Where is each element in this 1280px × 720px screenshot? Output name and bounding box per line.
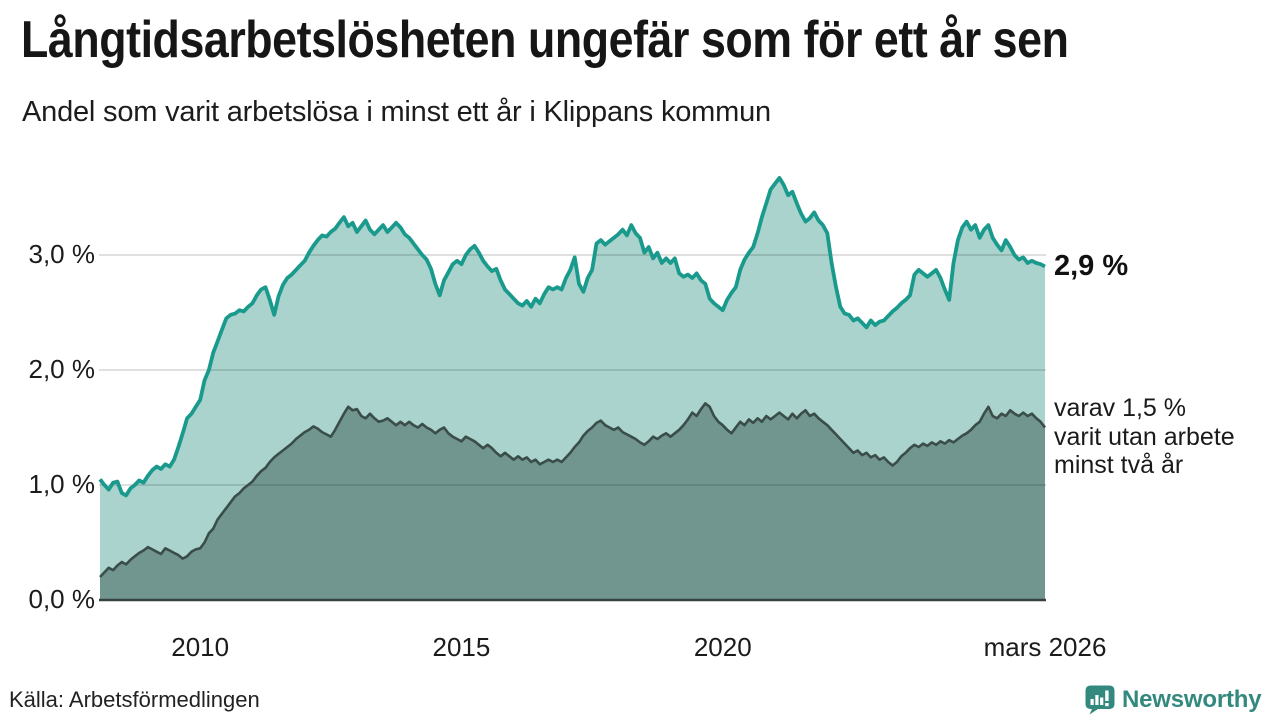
page-title: Långtidsarbetslösheten ungefär som för e… <box>21 11 1069 69</box>
gridlines <box>99 254 1046 486</box>
end-value-label-total: 2,9 % <box>1054 250 1129 282</box>
page-subtitle: Andel som varit arbetslösa i minst ett å… <box>22 96 771 128</box>
source-note: Källa: Arbetsförmedlingen <box>9 687 260 712</box>
annotation-line: varit utan arbete <box>1054 422 1235 451</box>
annotation-line: varav 1,5 % <box>1054 394 1187 422</box>
annotation-line: minst två år <box>1054 451 1184 479</box>
end-value-label-two-years: varav 1,5 % varit utan arbete minst två … <box>1054 394 1235 480</box>
x-tick-label: 2010 <box>171 632 230 662</box>
series-two-years-area <box>100 403 1045 600</box>
x-tick-label: mars 2026 <box>983 632 1107 662</box>
y-tick-label: 1,0 % <box>28 468 96 499</box>
x-tick-label: 2020 <box>693 632 752 662</box>
y-tick-label: 0,0 % <box>28 583 96 614</box>
series-two-years-line <box>99 402 1047 578</box>
newsworthy-wordmark: Newsworthy <box>1122 686 1262 713</box>
y-tick-label: 2,0 % <box>28 353 96 384</box>
newsworthy-chart-bubble-icon <box>1085 685 1115 715</box>
newsworthy-logo: Newsworthy <box>1085 684 1262 716</box>
x-tick-label: 2015 <box>432 632 491 662</box>
y-tick-label: 3,0 % <box>28 238 96 269</box>
series-total-line <box>98 176 1046 498</box>
